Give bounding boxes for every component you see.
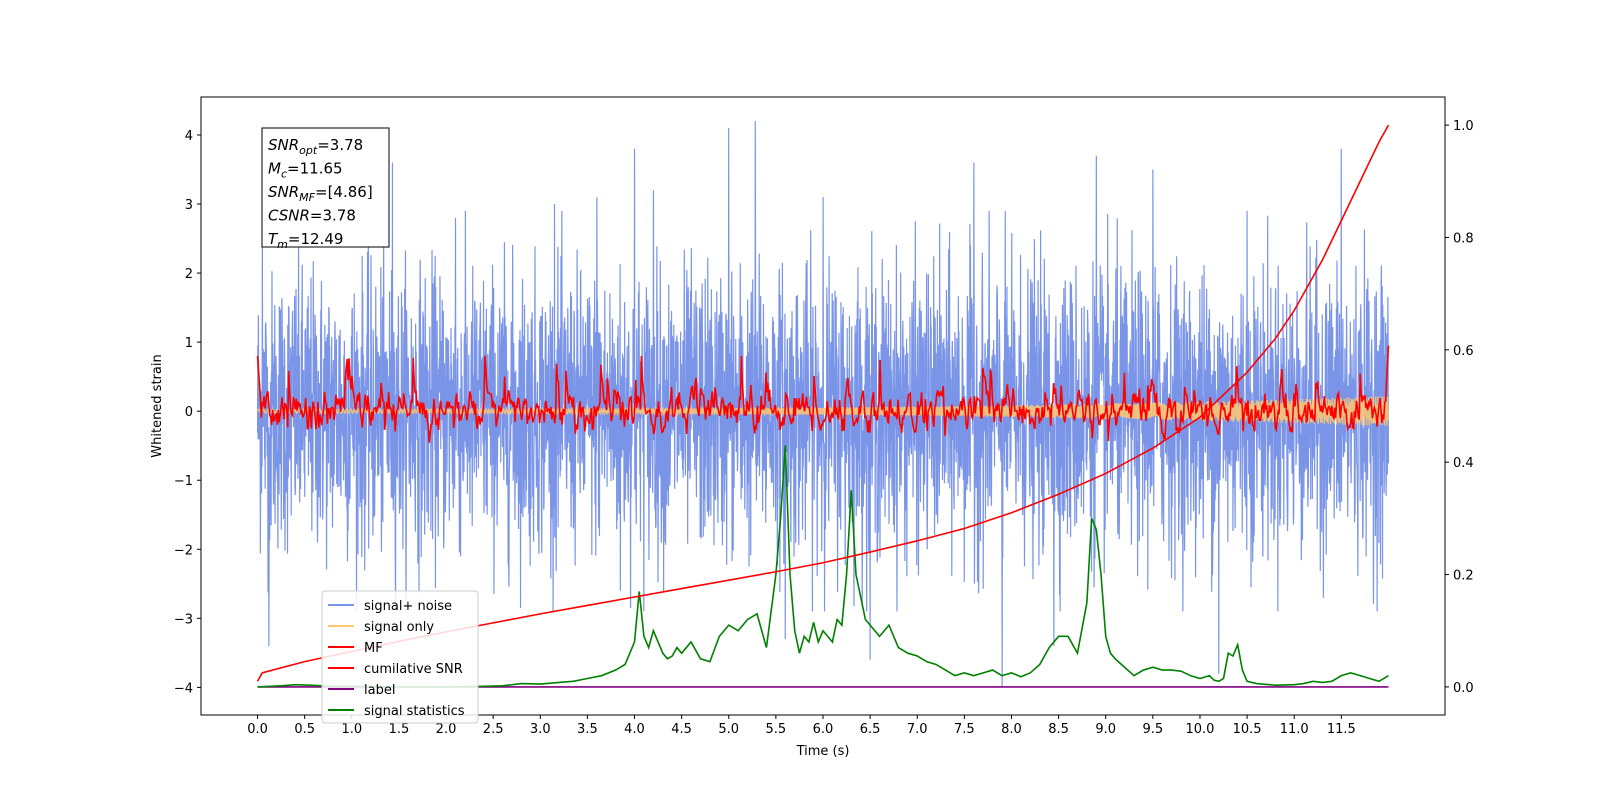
x-tick-label: 9.5 bbox=[1143, 722, 1164, 737]
x-tick-label: 5.5 bbox=[766, 722, 787, 737]
y2-axis-ticks: 0.0 0.2 0.4 0.6 0.8 1.0 bbox=[1445, 119, 1474, 696]
x-tick-label: 3.0 bbox=[530, 722, 551, 737]
legend-label-signal-only: signal only bbox=[364, 620, 434, 635]
x-axis-label: Time (s) bbox=[796, 744, 850, 759]
annotation-line: Tm=12.49 bbox=[268, 230, 343, 251]
y2-tick-label: 0.6 bbox=[1453, 344, 1474, 359]
y-tick-label: 1 bbox=[185, 336, 193, 351]
y2-tick-label: 1.0 bbox=[1453, 119, 1474, 134]
annotation-line: Mc=11.65 bbox=[268, 160, 343, 181]
y-tick-label: 4 bbox=[185, 129, 193, 144]
x-tick-label: 8.5 bbox=[1048, 722, 1069, 737]
y-tick-label: −1 bbox=[174, 474, 193, 489]
x-axis-ticks: 0.0 0.5 1.0 1.5 2.0 2.5 3.0 3.5 4.0 4.5 5.0 5.5 6.0 6… bbox=[247, 715, 1356, 737]
legend-label-signal-noise: signal+ noise bbox=[364, 599, 452, 614]
legend-label-label: label bbox=[364, 683, 395, 698]
y-tick-label: 3 bbox=[185, 198, 193, 213]
x-tick-label: 2.5 bbox=[483, 722, 504, 737]
signal-noise-line bbox=[256, 121, 1390, 688]
y-tick-label: −3 bbox=[174, 612, 193, 627]
x-tick-label: 2.0 bbox=[436, 722, 457, 737]
x-tick-label: 6.5 bbox=[860, 722, 881, 737]
x-tick-label: 0.0 bbox=[247, 722, 268, 737]
x-tick-label: 5.0 bbox=[718, 722, 739, 737]
x-tick-label: 10.5 bbox=[1233, 722, 1262, 737]
legend-label-mf: MF bbox=[364, 641, 383, 656]
x-tick-label: 6.0 bbox=[813, 722, 834, 737]
y-tick-label: −4 bbox=[174, 681, 193, 696]
y-axis-ticks: −4 −3 −2 −1 0 1 2 3 4 bbox=[174, 129, 201, 696]
x-tick-label: 9.0 bbox=[1095, 722, 1116, 737]
y-tick-label: 2 bbox=[185, 267, 193, 282]
x-tick-label: 4.5 bbox=[671, 722, 692, 737]
x-tick-label: 3.5 bbox=[577, 722, 598, 737]
x-tick-label: 7.5 bbox=[954, 722, 975, 737]
legend-label-signal-statistics: signal statistics bbox=[364, 704, 465, 719]
legend: signal+ noise signal only MF cumilative SNR… bbox=[321, 590, 479, 724]
series-mf bbox=[256, 345, 1390, 443]
x-tick-label: 1.5 bbox=[389, 722, 410, 737]
y2-tick-label: 0.2 bbox=[1453, 569, 1474, 584]
x-tick-label: 10.0 bbox=[1185, 722, 1214, 737]
legend-label-cumilative-snr: cumilative SNR bbox=[364, 662, 463, 677]
y2-tick-label: 0.0 bbox=[1453, 681, 1474, 696]
y-tick-label: −2 bbox=[174, 543, 193, 558]
annotation-line: SNRopt=3.78 bbox=[268, 136, 363, 157]
y-axis-label: Whitened strain bbox=[150, 354, 165, 457]
annotation-line: SNRMF=[4.86] bbox=[268, 183, 373, 204]
mf-line bbox=[256, 345, 1390, 443]
signal-statistics-line bbox=[257, 445, 1389, 688]
x-tick-label: 1.0 bbox=[341, 722, 362, 737]
y2-tick-label: 0.8 bbox=[1453, 231, 1474, 246]
x-tick-label: 4.0 bbox=[624, 722, 645, 737]
x-tick-label: 8.0 bbox=[1001, 722, 1022, 737]
x-tick-label: 0.5 bbox=[294, 722, 315, 737]
x-tick-label: 11.0 bbox=[1280, 722, 1309, 737]
y-tick-label: 0 bbox=[185, 405, 193, 420]
y2-tick-label: 0.4 bbox=[1453, 456, 1474, 471]
x-tick-label: 7.0 bbox=[907, 722, 928, 737]
x-tick-label: 11.5 bbox=[1327, 722, 1356, 737]
series-signal-noise bbox=[256, 121, 1390, 688]
annotation-line: CSNR=3.78 bbox=[268, 207, 356, 225]
